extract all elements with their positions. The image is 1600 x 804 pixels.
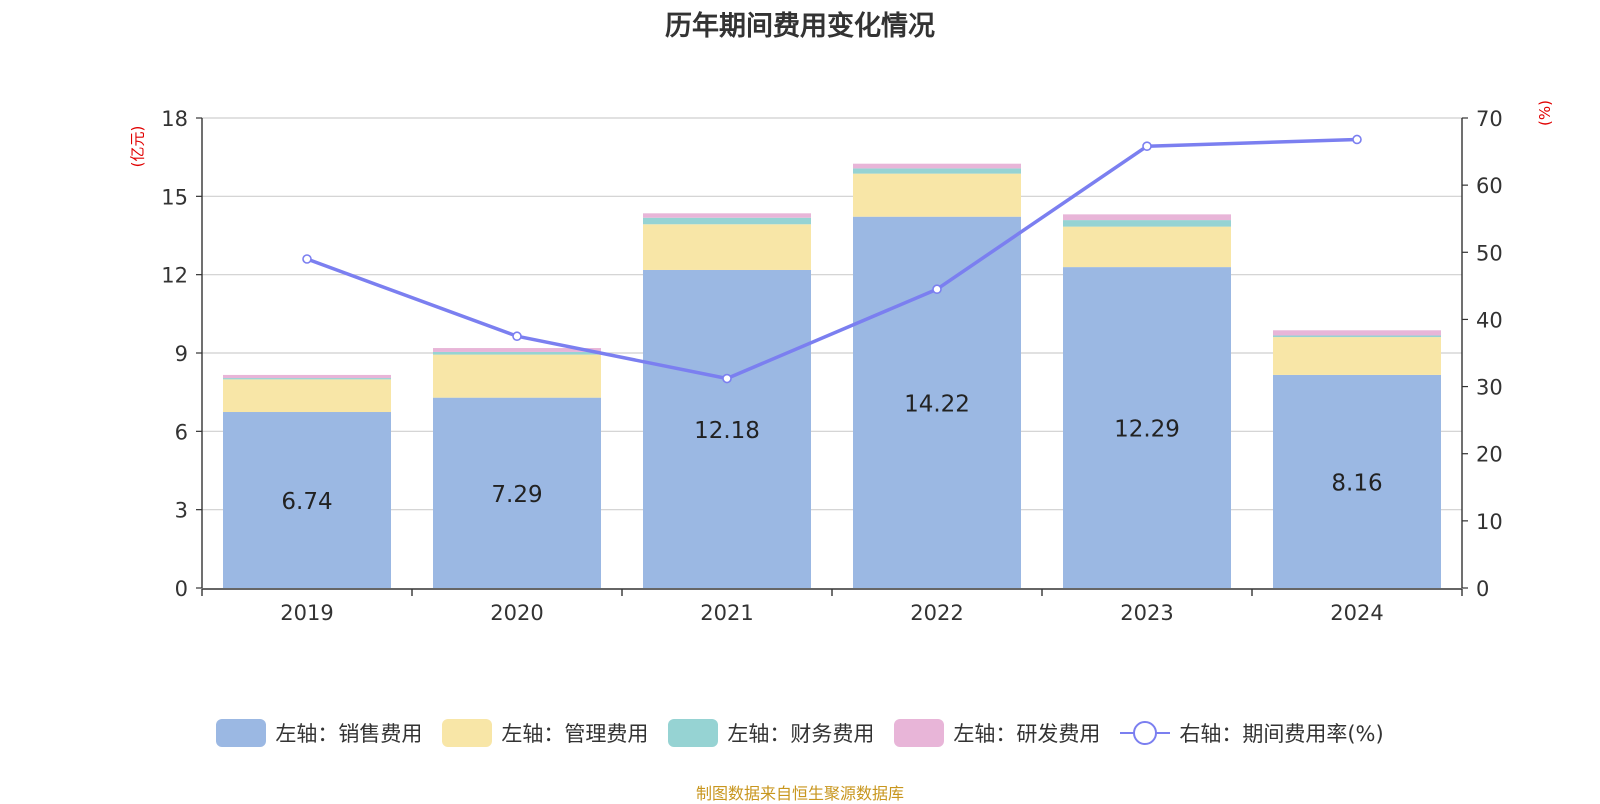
legend-label-finance: 左轴：财务费用 [727, 722, 875, 746]
chart-legend: 左轴：销售费用 左轴：管理费用 左轴：财务费用 左轴：研发费用 右轴：期间费用率… [0, 718, 1600, 748]
legend-label-sales: 左轴：销售费用 [275, 722, 423, 746]
right-axis-tick-label-3: 30 [1476, 376, 1503, 400]
x-axis-label-2022: 2022 [910, 601, 963, 625]
left-axis-tick-label-5: 15 [161, 185, 188, 209]
bar-1-2022 [853, 173, 1021, 217]
bar-2-2020 [433, 351, 601, 355]
right-axis-tick-label-6: 60 [1476, 174, 1503, 198]
bar-2-2024 [1273, 335, 1441, 338]
bar-1-2019 [223, 379, 391, 413]
bar-3-2021 [643, 213, 811, 218]
bar-value-label-2023: 12.29 [1114, 417, 1180, 443]
left-axis-tick-label-2: 6 [175, 420, 188, 444]
bar-value-label-2024: 8.16 [1331, 470, 1382, 496]
right-axis-tick-label-1: 10 [1476, 510, 1503, 534]
line-point-2021 [722, 373, 732, 384]
legend-swatch-rnd [894, 719, 945, 747]
legend-item-sales[interactable]: 左轴：销售费用 [216, 718, 422, 748]
x-axis-label-2020: 2020 [490, 601, 543, 625]
legend-label-rnd: 左轴：研发费用 [953, 722, 1101, 746]
bar-2-2021 [643, 217, 811, 225]
right-axis-tick-label-2: 20 [1476, 443, 1503, 467]
left-axis-tick-label-6: 18 [161, 107, 188, 131]
bar-3-2023 [1063, 214, 1231, 221]
bar-2-2022 [853, 168, 1021, 174]
x-axis-label-2024: 2024 [1330, 601, 1383, 625]
bar-0-2021 [643, 269, 811, 588]
bar-value-label-2019: 6.74 [281, 489, 332, 515]
x-axis-label-2021: 2021 [700, 601, 753, 625]
bar-0-2024 [1273, 374, 1441, 588]
chart-canvas: 0 3 6 9 12 15 18 0 10 20 30 40 50 60 70 6.74 2019 7.29 202… [161, 107, 1503, 625]
left-axis-tick-label-1: 3 [175, 499, 188, 523]
legend-item-rnd[interactable]: 左轴：研发费用 [894, 718, 1100, 748]
legend-label-expense-ratio: 右轴：期间费用率(%) [1179, 722, 1384, 746]
left-axis-tick-label-4: 12 [161, 264, 188, 288]
bar-1-2024 [1273, 337, 1441, 375]
right-axis-tick-label-4: 40 [1476, 308, 1503, 332]
bar-3-2024 [1273, 330, 1441, 336]
bar-3-2022 [853, 163, 1021, 169]
line-point-2019 [302, 254, 312, 264]
legend-label-admin: 左轴：管理费用 [501, 722, 649, 746]
bar-0-2019 [223, 412, 391, 588]
legend-swatch-finance [668, 719, 719, 747]
legend-swatch-sales [216, 719, 267, 747]
legend-line-marker-icon [1120, 719, 1171, 747]
bar-1-2021 [643, 224, 811, 270]
bar-value-label-2021: 12.18 [694, 418, 760, 444]
line-point-2024 [1352, 134, 1362, 145]
bar-0-2022 [853, 216, 1021, 588]
data-source-note: 制图数据来自恒生聚源数据库 [695, 784, 904, 803]
x-axis-label-2019: 2019 [280, 601, 333, 625]
right-axis-tick-label-7: 70 [1476, 107, 1503, 131]
bar-3-2019 [223, 374, 391, 379]
legend-item-admin[interactable]: 左轴：管理费用 [442, 718, 648, 748]
legend-swatch-admin [442, 719, 493, 747]
line-series-expense-ratio [306, 137, 1358, 381]
x-axis-label-2023: 2023 [1120, 601, 1173, 625]
bar-value-label-2022: 14.22 [904, 391, 970, 417]
left-axis-tick-label-0: 0 [175, 577, 188, 601]
line-point-2022 [932, 284, 942, 295]
bar-3-2020 [433, 348, 601, 352]
line-point-2023 [1142, 141, 1152, 151]
bar-0-2020 [433, 397, 601, 588]
bar-value-label-2020: 7.29 [491, 482, 542, 508]
legend-item-finance[interactable]: 左轴：财务费用 [668, 718, 874, 748]
chart-title: 历年期间费用变化情况 [665, 11, 935, 42]
right-axis-tick-label-5: 50 [1476, 241, 1503, 265]
bar-2-2019 [223, 378, 391, 380]
legend-item-expense-ratio[interactable]: 右轴：期间费用率(%) [1120, 718, 1384, 748]
bar-2-2023 [1063, 220, 1231, 227]
right-axis-tick-label-0: 0 [1476, 577, 1489, 601]
bar-1-2020 [433, 354, 601, 398]
line-point-2020 [512, 331, 522, 342]
left-axis-tick-label-3: 9 [175, 342, 188, 366]
bar-0-2023 [1063, 267, 1231, 588]
bar-1-2023 [1063, 226, 1231, 268]
